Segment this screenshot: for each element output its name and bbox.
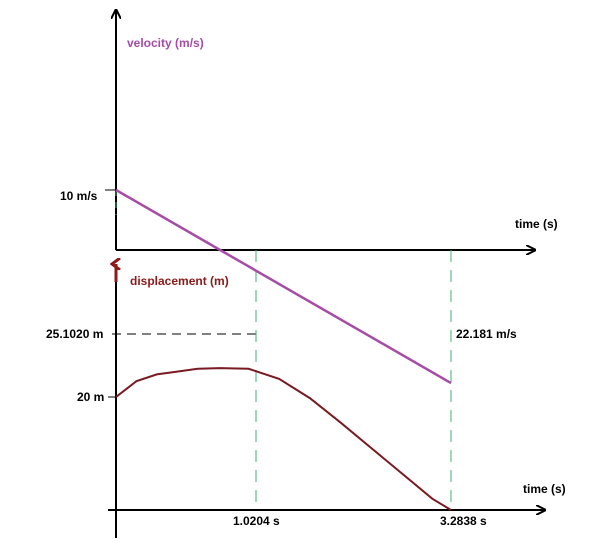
displacement-initial-label: 20 m xyxy=(77,390,104,404)
velocity-series-line xyxy=(115,188,452,385)
velocity-initial-label: 10 m/s xyxy=(60,189,98,203)
velocity-x-label: time (s) xyxy=(515,217,558,231)
x-tick-label-peak-time: 1.0204 s xyxy=(233,514,280,528)
displacement-peak-label: 25.1020 m xyxy=(46,327,103,341)
displacement-y-label: displacement (m) xyxy=(130,274,229,288)
x-tick-label-landing-time: 3.2838 s xyxy=(440,514,487,528)
velocity-y-label: velocity (m/s) xyxy=(127,36,204,50)
velocity-final-label: 22.181 m/s xyxy=(456,327,517,341)
displacement-series-line xyxy=(115,367,452,511)
displacement-x-label: time (s) xyxy=(523,482,566,496)
